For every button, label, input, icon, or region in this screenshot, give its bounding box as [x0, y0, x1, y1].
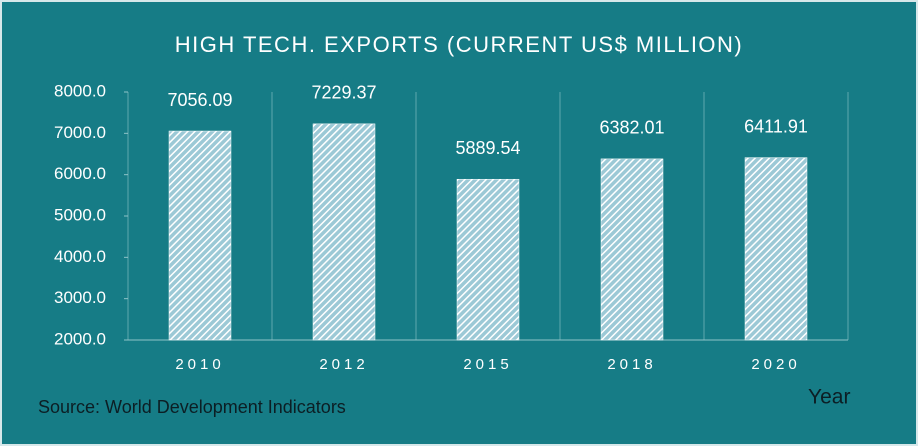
bar — [600, 158, 664, 341]
data-label: 7056.09 — [167, 90, 232, 110]
bar — [312, 123, 376, 341]
data-label: 6382.01 — [599, 118, 664, 138]
x-tick-label: 2010 — [175, 356, 224, 373]
x-tick-label: 2020 — [751, 356, 800, 373]
bar — [744, 157, 808, 341]
x-tick-label: 2018 — [607, 356, 656, 373]
y-tick-label: 6000.0 — [54, 164, 106, 183]
y-tick-label: 7000.0 — [54, 123, 106, 142]
chart-title: HIGH TECH. EXPORTS (CURRENT US$ MILLION) — [175, 32, 744, 57]
source-note: Source: World Development Indicators — [38, 397, 346, 417]
x-tick-label: 2012 — [319, 356, 368, 373]
x-axis-label: Year — [808, 386, 850, 409]
y-tick-label: 3000.0 — [54, 288, 106, 307]
data-label: 7229.37 — [311, 83, 376, 103]
y-tick-label: 4000.0 — [54, 247, 106, 266]
y-tick-label: 8000.0 — [54, 81, 106, 100]
data-label: 6411.91 — [744, 116, 808, 136]
data-label: 5889.54 — [455, 138, 520, 158]
x-tick-label: 2015 — [463, 356, 512, 373]
y-tick-label: 2000.0 — [54, 329, 106, 348]
bar — [456, 178, 520, 341]
y-tick-label: 5000.0 — [54, 205, 106, 224]
bar — [168, 130, 232, 341]
